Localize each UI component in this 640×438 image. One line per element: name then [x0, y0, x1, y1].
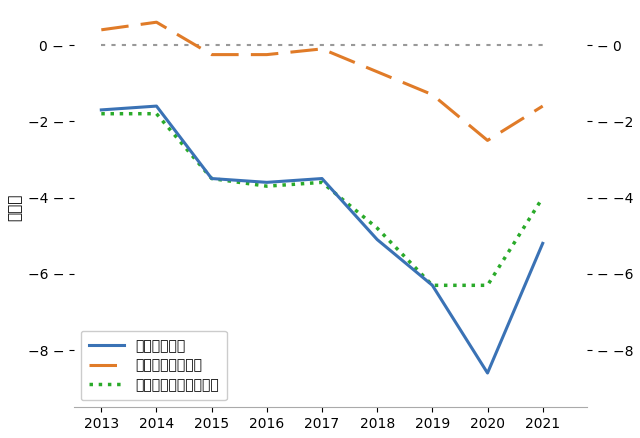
一般公共预算收支差额: [208, 176, 216, 181]
一般公共预算收支差额: [484, 283, 492, 288]
Y-axis label: 百分比: 百分比: [7, 194, 22, 221]
收支差额合计: [484, 371, 492, 376]
基金预算收支差额: [373, 69, 381, 74]
收支差额合计: [153, 103, 161, 109]
一般公共预算收支差额: [373, 226, 381, 231]
收支差额合计: [318, 176, 326, 181]
基金预算收支差额: [208, 52, 216, 57]
一般公共预算收支差额: [263, 184, 271, 189]
一般公共预算收支差额: [153, 111, 161, 117]
一般公共预算收支差额: [97, 111, 105, 117]
一般公共预算收支差额: [539, 195, 547, 200]
一般公共预算收支差额: [318, 180, 326, 185]
Line: 一般公共预算收支差额: 一般公共预算收支差额: [101, 114, 543, 285]
收支差额合计: [97, 107, 105, 113]
Line: 收支差额合计: 收支差额合计: [101, 106, 543, 373]
收支差额合计: [429, 283, 436, 288]
基金预算收支差额: [263, 52, 271, 57]
Line: 基金预算收支差额: 基金预算收支差额: [101, 22, 543, 141]
收支差额合计: [263, 180, 271, 185]
基金预算收支差额: [153, 20, 161, 25]
收支差额合计: [373, 237, 381, 242]
基金预算收支差额: [97, 27, 105, 32]
Legend: 收支差额合计, 基金预算收支差额, 一般公共预算收支差额: 收支差额合计, 基金预算收支差额, 一般公共预算收支差额: [81, 331, 227, 400]
基金预算收支差额: [539, 103, 547, 109]
收支差额合计: [208, 176, 216, 181]
基金预算收支差额: [484, 138, 492, 143]
基金预算收支差额: [429, 92, 436, 97]
基金预算收支差额: [318, 46, 326, 52]
收支差额合计: [539, 241, 547, 246]
一般公共预算收支差额: [429, 283, 436, 288]
